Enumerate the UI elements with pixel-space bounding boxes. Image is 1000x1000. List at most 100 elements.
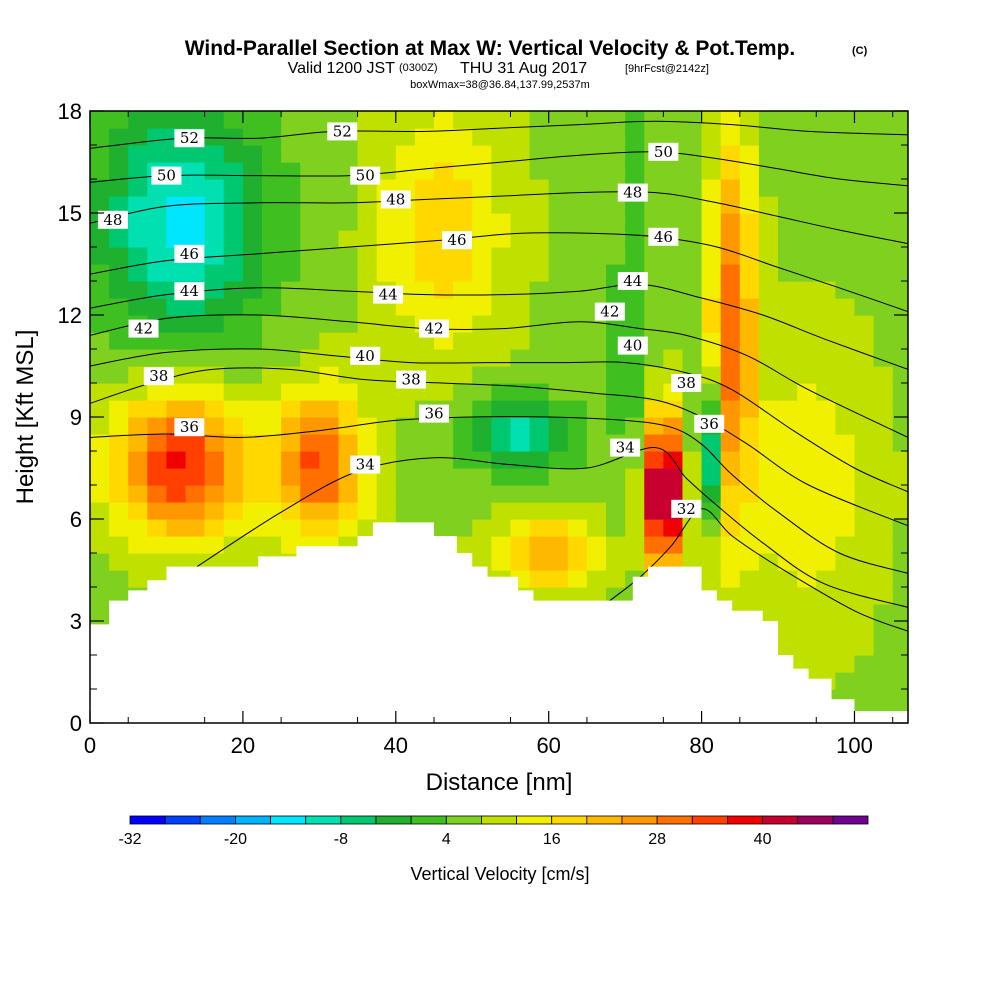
velocity-cell: [529, 332, 550, 350]
velocity-cell: [644, 196, 664, 214]
chart-title-mark: (C): [852, 45, 868, 57]
velocity-cell: [854, 264, 875, 282]
velocity-cell: [376, 264, 397, 282]
velocity-cell: [548, 383, 569, 401]
velocity-cell: [262, 366, 282, 384]
velocity-cell: [835, 366, 856, 384]
velocity-cell: [185, 383, 206, 401]
velocity-cell: [606, 570, 626, 588]
velocity-cell: [816, 400, 836, 418]
velocity-cell: [376, 247, 397, 265]
velocity-cell: [185, 196, 206, 214]
velocity-cell: [663, 553, 684, 571]
velocity-cell: [567, 349, 588, 367]
contour-label-box: [648, 142, 679, 161]
velocity-cell: [701, 111, 722, 129]
velocity-cell: [835, 298, 856, 316]
velocity-cell: [739, 417, 760, 435]
colorbar-swatch: [129, 815, 166, 825]
velocity-cell: [586, 162, 607, 180]
velocity-cell: [319, 383, 340, 401]
velocity-cell: [835, 213, 856, 231]
velocity-cell: [606, 485, 626, 503]
velocity-cell: [854, 298, 875, 316]
velocity-cell: [720, 111, 741, 129]
velocity-cell: [242, 366, 263, 384]
velocity-cell: [242, 451, 263, 469]
velocity-cell: [720, 213, 741, 231]
contour-label: 48: [103, 211, 122, 229]
velocity-cell: [223, 349, 244, 367]
velocity-cell: [816, 111, 836, 129]
contour-label-box: [350, 455, 381, 474]
velocity-cell: [606, 553, 626, 571]
velocity-cell: [491, 468, 512, 486]
velocity-cell: [625, 128, 645, 146]
velocity-cell: [491, 536, 512, 554]
velocity-cell: [281, 349, 301, 367]
velocity-cell: [319, 247, 340, 265]
velocity-cell: [778, 247, 798, 265]
theta-contour-48: [90, 191, 908, 245]
velocity-cell: [109, 128, 129, 146]
velocity-cell: [453, 213, 473, 231]
velocity-cell: [625, 400, 645, 418]
velocity-cell: [529, 434, 550, 452]
velocity-cell: [204, 298, 225, 316]
velocity-cell: [873, 128, 894, 146]
velocity-cell: [644, 502, 664, 520]
velocity-cell: [204, 400, 225, 418]
velocity-cell: [835, 145, 856, 163]
velocity-cell: [682, 434, 703, 452]
velocity-cell: [453, 196, 473, 214]
theta-contour-52: [90, 120, 908, 149]
velocity-cell: [739, 383, 760, 401]
velocity-cell: [586, 519, 607, 537]
velocity-cell: [644, 519, 664, 537]
velocity-cell: [682, 400, 703, 418]
velocity-cell: [357, 145, 378, 163]
velocity-cell: [548, 587, 569, 605]
velocity-cell: [300, 281, 320, 299]
velocity-cell: [491, 111, 512, 129]
velocity-cell: [128, 366, 148, 384]
velocity-cell: [185, 179, 206, 197]
velocity-cell: [797, 400, 817, 418]
velocity-cell: [472, 179, 492, 197]
velocity-cell: [109, 315, 129, 333]
y-tick-label: 9: [70, 405, 82, 430]
velocity-cell: [663, 179, 684, 197]
velocity-cell: [567, 417, 588, 435]
velocity-cell: [223, 383, 244, 401]
contour-label-box: [671, 374, 702, 392]
velocity-cell: [567, 434, 588, 452]
contour-label-box: [151, 166, 182, 185]
theta-contour-38: [90, 367, 908, 527]
velocity-cell: [529, 451, 550, 469]
velocity-cell: [892, 145, 908, 163]
velocity-cell: [223, 264, 244, 282]
velocity-cell: [778, 485, 798, 503]
velocity-cell: [510, 502, 531, 520]
velocity-cell: [625, 366, 645, 384]
velocity-cell: [90, 451, 110, 469]
velocity-cell: [128, 553, 148, 571]
velocity-cell: [166, 468, 187, 486]
velocity-cell: [281, 400, 301, 418]
velocity-cell: [797, 434, 817, 452]
velocity-cell: [491, 247, 512, 265]
velocity-cell: [128, 298, 148, 316]
velocity-cell: [529, 417, 550, 435]
velocity-cell: [739, 247, 760, 265]
velocity-cell: [510, 230, 531, 248]
contour-label: 46: [447, 231, 466, 249]
velocity-cell: [300, 400, 320, 418]
velocity-cell: [510, 196, 531, 214]
velocity-cell: [529, 383, 550, 401]
velocity-cell: [797, 349, 817, 367]
velocity-cell: [453, 247, 473, 265]
velocity-cell: [414, 468, 435, 486]
velocity-cell: [185, 468, 206, 486]
velocity-cell: [204, 417, 225, 435]
velocity-cell: [567, 451, 588, 469]
